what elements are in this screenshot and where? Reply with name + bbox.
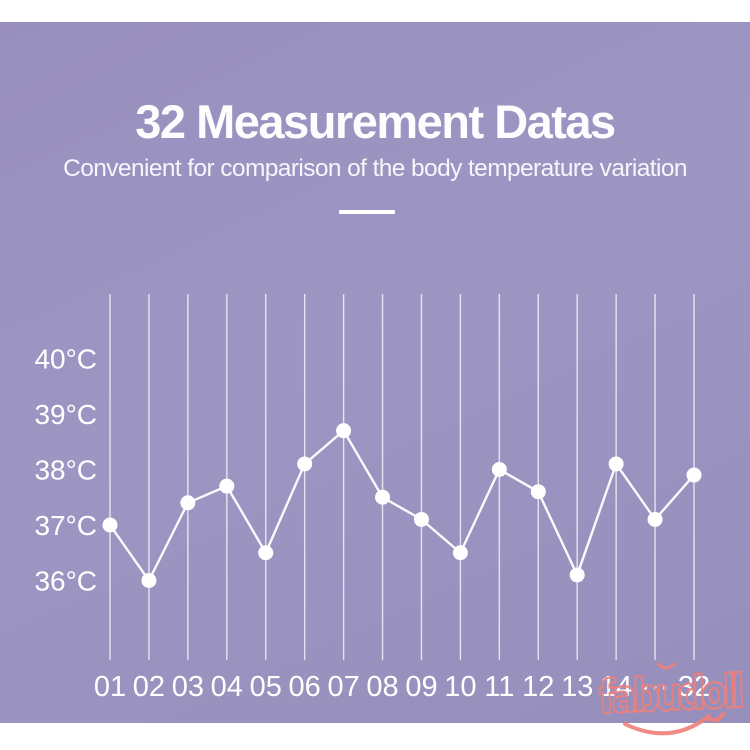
x-axis-label: 06 xyxy=(289,671,321,703)
x-axis-label: 05 xyxy=(250,671,282,703)
x-axis-label: 03 xyxy=(172,671,204,703)
data-point-marker xyxy=(219,478,235,494)
bottom-margin-strip xyxy=(0,723,750,750)
y-axis-label: 38°C xyxy=(34,455,97,486)
y-axis-label: 36°C xyxy=(34,566,97,597)
x-axis-label: 11 xyxy=(484,671,514,703)
y-axis-label: 37°C xyxy=(34,510,97,541)
top-margin-strip xyxy=(0,0,750,22)
data-point-marker xyxy=(297,456,313,472)
data-point-marker xyxy=(569,567,585,583)
data-point-marker xyxy=(413,511,429,527)
panel-subtitle: Convenient for comparison of the body te… xyxy=(63,154,687,182)
data-point-marker xyxy=(452,545,468,561)
data-point-marker xyxy=(686,467,702,483)
data-point-marker xyxy=(102,517,118,533)
measurement-promo-panel: 32 Measurement Datas Convenient for comp… xyxy=(0,22,750,723)
data-point-marker xyxy=(530,484,546,500)
x-axis-label: 13 xyxy=(561,671,593,703)
y-axis-label: 39°C xyxy=(34,399,97,430)
x-axis-label: 12 xyxy=(522,671,554,703)
x-axis-label: 10 xyxy=(444,671,476,703)
temperature-series-line xyxy=(108,429,696,582)
data-point-marker xyxy=(258,545,274,561)
data-point-marker xyxy=(180,495,196,511)
data-point-marker xyxy=(647,511,663,527)
data-point-marker xyxy=(491,462,507,477)
x-axis-label: 02 xyxy=(133,671,165,703)
x-axis-label: 07 xyxy=(327,671,359,703)
data-point-marker xyxy=(336,423,352,439)
x-axis-label: 01 xyxy=(94,671,126,703)
x-axis-label: 04 xyxy=(211,671,243,703)
title-divider-dash xyxy=(339,210,395,215)
x-axis-label: ··· xyxy=(641,671,670,703)
data-point-marker xyxy=(375,489,391,505)
x-axis-label: 14 xyxy=(600,671,632,703)
x-axis-label: 09 xyxy=(405,671,437,703)
data-point-marker xyxy=(141,573,157,588)
x-axis-label: 08 xyxy=(366,671,398,703)
temperature-line-chart: 01 02 03 04 05 06 07 08 09 10 11 12 13 14 ··· 32 40°C 39°… xyxy=(34,294,710,703)
data-point-marker xyxy=(608,456,624,472)
x-axis-label: 32 xyxy=(678,671,710,703)
y-axis-label: 40°C xyxy=(34,344,97,375)
panel-title: 32 Measurement Datas xyxy=(135,95,616,148)
